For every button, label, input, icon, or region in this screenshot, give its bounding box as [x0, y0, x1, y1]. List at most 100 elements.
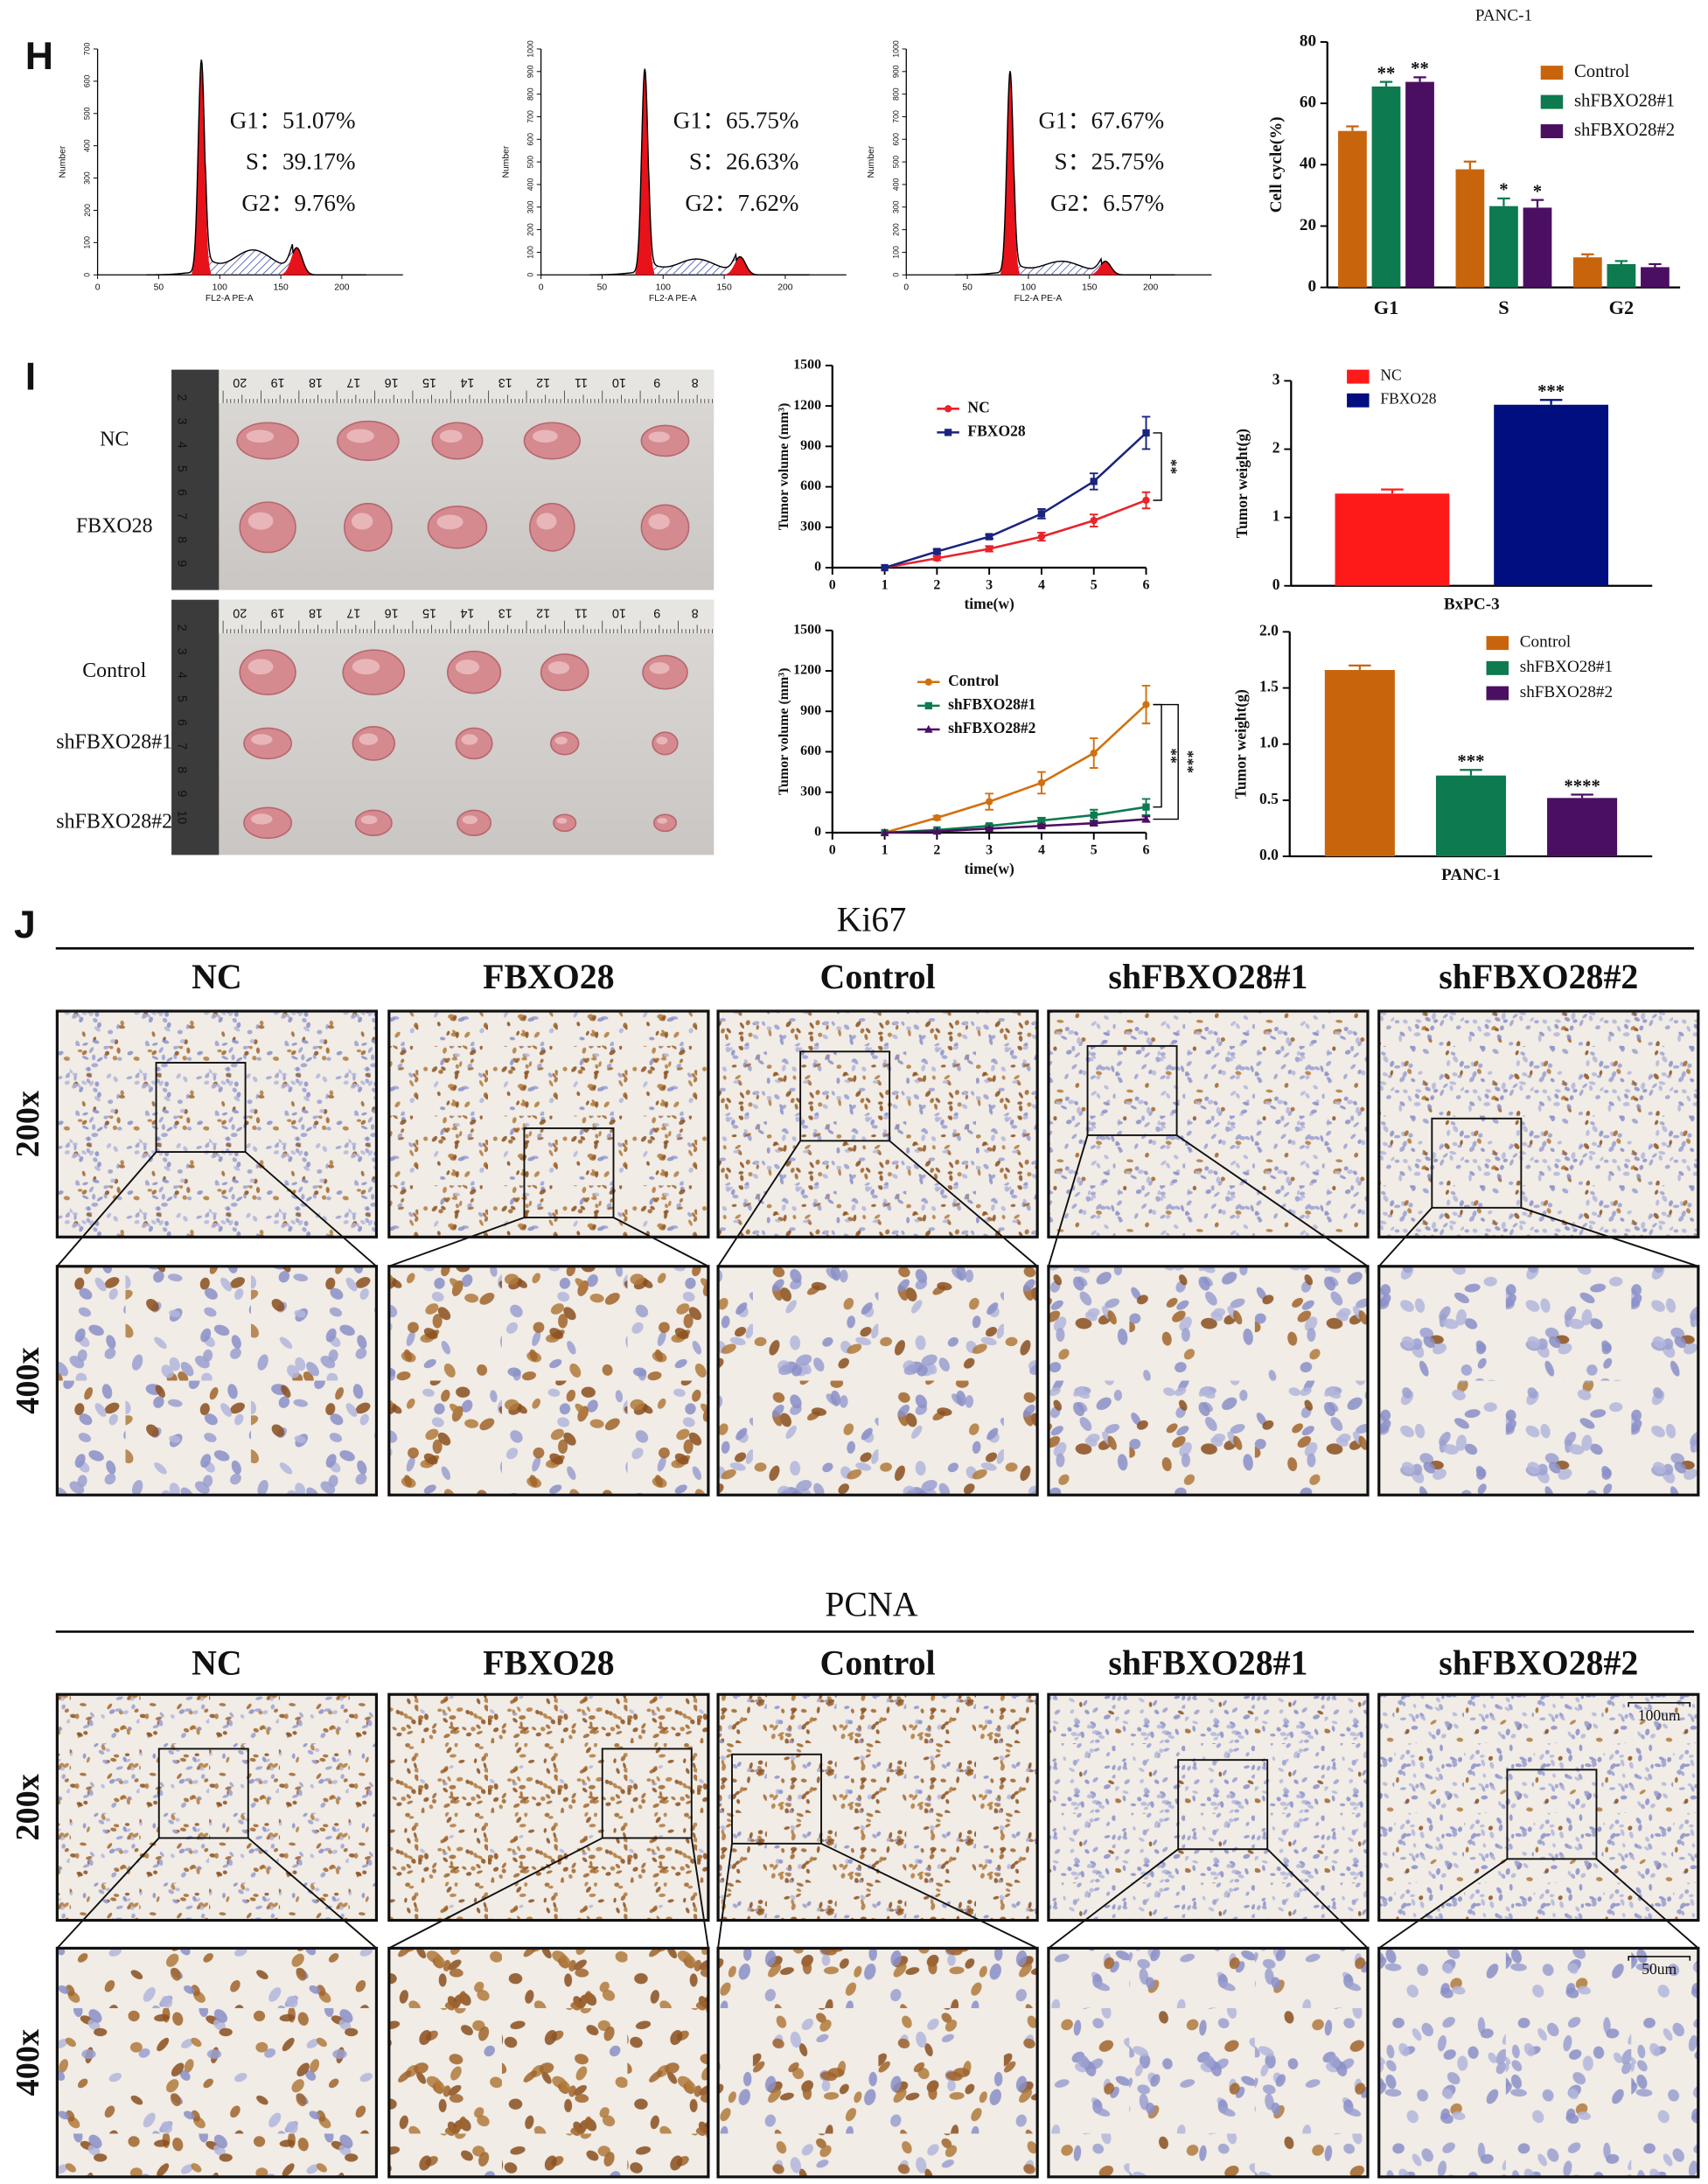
- g2-peak: [1089, 261, 1122, 276]
- phase-stat: G2：6.57%: [1050, 190, 1164, 216]
- y-axis-label: Tumor volume (mm³): [777, 668, 791, 796]
- tumor-highlight: [436, 514, 464, 530]
- x-tick-label: 2: [933, 577, 940, 592]
- legend-label: NC: [967, 398, 989, 415]
- ihc-image: [1047, 1009, 1370, 1239]
- x-tick-label: 150: [1082, 283, 1098, 292]
- y-tick-label: 1000: [891, 40, 900, 58]
- y-tick-label: 600: [891, 133, 900, 146]
- y-axis-label: Number: [867, 145, 876, 178]
- ruler-number: 5: [174, 695, 188, 702]
- x-tick-label: 200: [777, 283, 793, 292]
- column-header: NC: [192, 957, 242, 996]
- y-tick-label: 1000: [526, 40, 535, 58]
- y-tick-label: 0: [814, 560, 821, 575]
- row-label: 400x: [10, 2029, 46, 2097]
- x-tick-label: 0: [829, 577, 836, 592]
- x-tick-label: 100: [656, 283, 672, 292]
- phase-stat: S：26.63%: [689, 149, 799, 175]
- ruler-number: 19: [271, 605, 285, 619]
- y-tick-label: 600: [800, 478, 821, 493]
- y-tick-label: 200: [83, 204, 92, 217]
- zoom-line: [56, 1151, 378, 1267]
- y-tick-label: 0.5: [1259, 790, 1279, 807]
- x-tick-label: 0: [903, 283, 909, 292]
- y-tick-label: 80: [1300, 31, 1316, 50]
- y-tick-label: 900: [800, 438, 821, 453]
- y-tick-label: 1200: [793, 663, 821, 678]
- ruler-number: 4: [174, 672, 188, 679]
- column-header: NC: [192, 1643, 242, 1682]
- scale-bar-label: 100um: [1638, 1706, 1681, 1724]
- x-tick-label: 4: [1038, 577, 1045, 592]
- ihc-image: [1377, 1009, 1700, 1239]
- x-tick-label: 5: [1091, 577, 1098, 592]
- ruler-number: 10: [174, 810, 188, 824]
- ruler-number: 18: [309, 605, 323, 619]
- ruler-number: 10: [612, 375, 626, 389]
- ruler-number: 7: [174, 513, 188, 520]
- significance-label: **: [1163, 459, 1181, 475]
- x-axis-label: time(w): [964, 595, 1014, 612]
- significance-bracket: [1153, 703, 1179, 820]
- ruler-number: 14: [460, 605, 474, 619]
- ruler-number: 8: [692, 375, 699, 389]
- error-bar: [1381, 488, 1404, 494]
- data-point: [985, 824, 993, 833]
- histogram-outline: [955, 71, 1175, 276]
- ruler-number: 13: [498, 605, 512, 619]
- y-tick-label: 500: [83, 107, 92, 120]
- significance-label: ***: [1180, 750, 1197, 774]
- ihc-image: [55, 1946, 379, 2179]
- bar: [1607, 263, 1636, 288]
- zoom-box: [1177, 1759, 1269, 1851]
- x-axis-label: PANC-1: [1441, 866, 1501, 884]
- tumor-highlight: [649, 662, 670, 674]
- ruler-number: 14: [460, 375, 474, 389]
- x-axis-label: FL2-A PE-A: [1014, 294, 1063, 304]
- ruler-side: [171, 599, 220, 855]
- ihc-image: [387, 1692, 710, 1922]
- phase-stat: S：25.75%: [1055, 149, 1165, 175]
- data-point: [1037, 533, 1046, 541]
- y-axis-label: Tumor weight(g): [1233, 429, 1251, 538]
- zoom-box: [1086, 1044, 1178, 1136]
- ihc-image: [387, 1946, 710, 2179]
- legend-marker: [944, 405, 952, 413]
- zoom-line: [1378, 1206, 1699, 1267]
- legend-label: Control: [1574, 62, 1630, 81]
- data-point: [1090, 478, 1098, 485]
- data-point: [1037, 816, 1046, 825]
- legend-label: Control: [1520, 633, 1571, 652]
- data-point: [1090, 749, 1098, 757]
- ruler-side: [171, 369, 220, 590]
- ruler-number: 4: [174, 442, 188, 449]
- error-bar: [1346, 125, 1359, 131]
- data-point: [933, 555, 941, 562]
- legend-label: FBXO28: [1380, 390, 1436, 408]
- tumor-highlight: [351, 513, 373, 530]
- error-bar: [1349, 664, 1371, 671]
- tumor-highlight: [536, 513, 557, 530]
- column-header: shFBXO28#2: [1439, 957, 1638, 996]
- ihc-image: [716, 1946, 1039, 2179]
- ruler-number: 11: [575, 605, 588, 619]
- tumor-photo: [171, 369, 715, 590]
- data-point: [1037, 821, 1046, 830]
- tumor-highlight: [247, 659, 274, 675]
- tumor-highlight: [247, 512, 274, 530]
- x-axis-label: BxPC-3: [1444, 595, 1500, 613]
- y-tick-label: 400: [83, 139, 92, 152]
- data-point: [1142, 429, 1150, 437]
- data-point: [986, 798, 993, 806]
- error-bar: [1460, 769, 1482, 776]
- x-tick-label: 200: [1143, 283, 1159, 292]
- data-point: [1037, 778, 1046, 787]
- y-tick-label: 0: [891, 273, 900, 277]
- ihc-image: [1047, 1692, 1370, 1922]
- error-bar: [1614, 260, 1628, 264]
- legend-label: NC: [1380, 366, 1401, 384]
- y-tick-label: 40: [1300, 155, 1316, 173]
- data-point: [1142, 496, 1150, 505]
